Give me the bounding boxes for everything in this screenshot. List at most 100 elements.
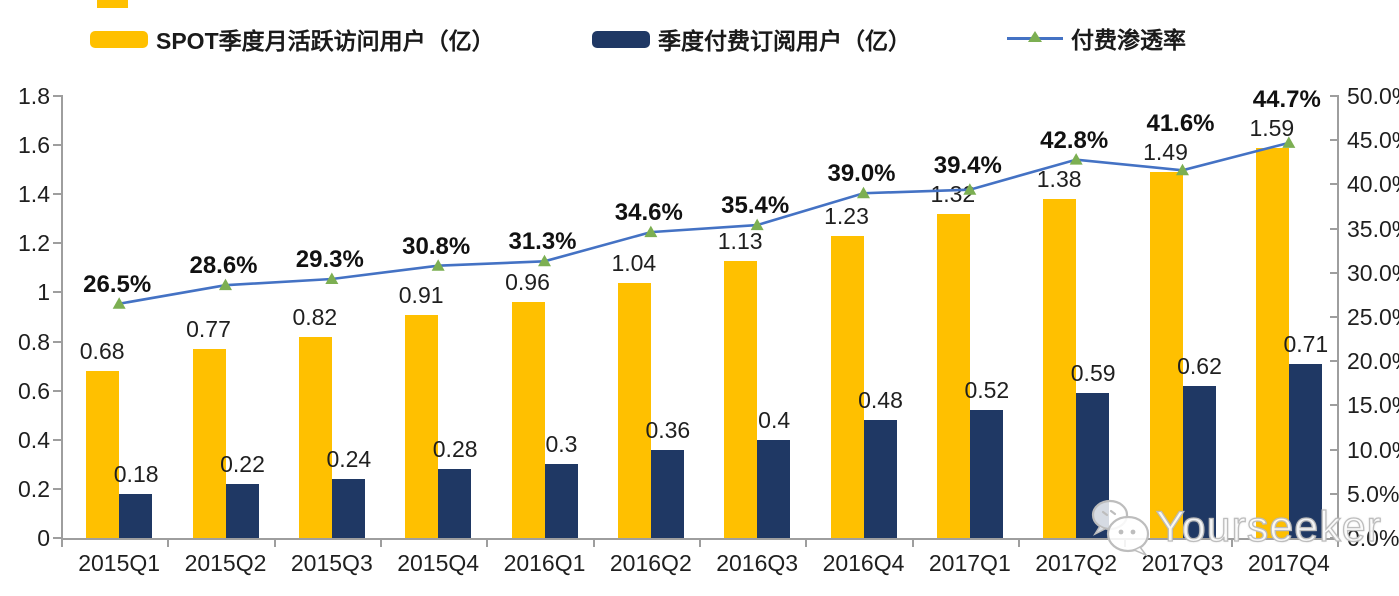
penetration-label: 42.8% [1040,126,1109,154]
subscriber-value-label: 0.4 [758,406,791,433]
triangle-marker-icon [857,186,870,199]
penetration-label: 31.3% [508,228,577,256]
subscriber-bar [863,420,897,538]
right-axis-tick-label: 10.0% [1347,436,1399,463]
subscriber-value-label: 0.48 [858,387,903,414]
x-tick-label: 2016Q3 [716,550,799,576]
right-axis-tick-label: 40.0% [1347,171,1399,198]
x-axis-tick [1230,538,1233,547]
subscriber-bar [225,483,259,538]
watermark: Yourseeker [1088,496,1382,558]
left-axis-tick [53,291,62,294]
x-axis-tick [592,538,595,547]
penetration-legend-label: 付费渗透率 [1071,27,1186,53]
left-axis-tick [53,95,62,97]
triangle-marker-icon [1069,153,1083,165]
legend-item-penetration: 付费渗透率 [1007,21,1186,55]
subscriber-value-label: 0.28 [432,436,478,463]
mau-bar [617,282,651,538]
subscriber-value-label: 0.36 [645,416,691,443]
penetration-legend-marker [1007,29,1063,47]
mau-legend-label: SPOT季度月活跃访问用户（亿） [156,28,495,54]
penetration-label: 26.5% [83,270,152,298]
left-axis-line [61,95,63,539]
x-axis-tick [486,538,489,547]
left-axis-tick-label: 0.6 [18,377,50,404]
mau-value-label: 1.13 [717,227,763,254]
left-axis-tick-label: 1.2 [18,230,50,257]
subscriber-bar [1288,363,1322,538]
right-axis-tick-label: 50.0% [1347,83,1399,109]
x-tick-label: 2015Q2 [184,550,267,576]
watermark-text: Yourseeker [1155,502,1382,551]
right-axis-tick [1330,271,1339,274]
right-axis-tick-label: 45.0% [1347,127,1399,154]
left-axis-tick [53,340,62,343]
mau-value-label: 0.77 [186,315,231,342]
subscriber-bar [119,493,153,538]
subscriber-bar [331,479,365,538]
left-axis-tick-label: 1.6 [18,132,50,159]
x-axis-tick [1018,538,1020,547]
left-axis-tick-label: 0 [37,525,50,551]
subscriber-value-label: 0.3 [545,431,578,458]
penetration-label: 39.0% [827,160,896,188]
x-axis-tick [1337,538,1339,547]
left-axis-tick [53,389,62,392]
penetration-label: 44.7% [1252,85,1321,113]
subscriber-value-label: 0.22 [220,450,265,477]
left-axis-tick-label: 1.8 [18,83,50,109]
mau-value-label: 1.59 [1249,114,1295,141]
penetration-label: 35.4% [721,192,790,220]
right-axis-tick [1330,492,1339,495]
x-tick-label: 2017Q2 [1035,550,1118,576]
left-axis-tick [53,487,62,490]
subscriber-bar [438,469,472,538]
triangle-marker-icon [219,278,232,291]
right-axis-tick-label: 20.0% [1347,348,1399,375]
subscriber-value-label: 0.18 [113,460,159,487]
left-axis-tick [53,144,62,147]
penetration-label: 39.4% [933,151,1002,179]
right-axis-tick [1330,316,1339,318]
right-axis-tick-label: 0.0% [1347,525,1399,551]
x-axis-tick [61,538,63,547]
left-axis-tick-label: 0.2 [18,475,50,502]
left-axis-tick [53,537,62,539]
left-axis-tick [53,193,62,196]
triangle-marker-icon [431,259,445,271]
legend-item-subscribers: 季度付费订阅用户（亿） [592,22,911,56]
mau-bar [511,302,545,538]
mau-value-label: 0.96 [505,269,550,296]
x-tick-label: 2017Q1 [928,550,1011,576]
legend-triangle-icon [1028,31,1042,42]
right-axis-tick-label: 35.0% [1347,215,1399,242]
x-tick-label: 2016Q2 [609,550,692,576]
x-tick-label: 2017Q3 [1141,550,1224,576]
right-axis-tick-label: 5.0% [1347,480,1399,507]
right-axis-tick [1330,227,1339,230]
x-axis-tick [167,538,170,547]
right-axis-tick-label: 25.0% [1347,304,1399,330]
mau-bar [405,314,439,538]
penetration-label: 30.8% [402,232,471,260]
penetration-label: 34.6% [614,199,683,227]
subscriber-bar [1182,385,1216,538]
subscriber-bar [650,449,684,538]
penetration-label: 28.6% [189,252,258,280]
penetration-label: 41.6% [1146,110,1215,138]
triangle-marker-icon [112,297,126,309]
mau-bar [192,348,226,538]
cropped-top-fragment [97,0,128,8]
x-tick-label: 2015Q1 [78,550,161,576]
penetration-label: 29.3% [295,245,364,273]
left-axis-tick-label: 0.8 [18,328,50,355]
x-axis-tick [699,538,701,547]
mau-bar [724,260,758,538]
wechat-icon [1091,499,1150,557]
x-tick-label: 2016Q4 [822,550,905,576]
right-axis-tick [1330,360,1339,363]
right-axis-tick [1330,95,1339,97]
mau-value-label: 0.82 [292,303,338,330]
